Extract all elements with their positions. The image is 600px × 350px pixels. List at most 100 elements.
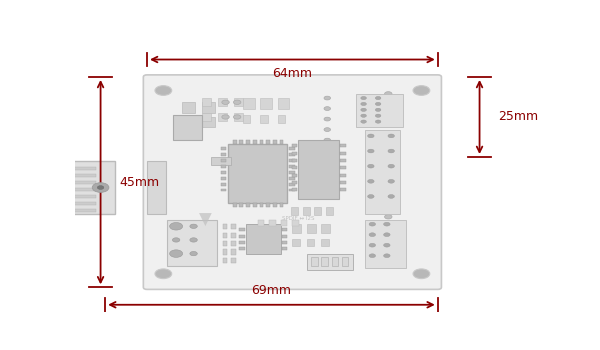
Circle shape xyxy=(155,86,172,95)
Bar xyxy=(292,224,301,233)
Circle shape xyxy=(170,223,182,230)
Circle shape xyxy=(385,146,392,150)
Bar xyxy=(298,140,339,199)
Bar xyxy=(202,117,215,127)
Bar xyxy=(289,165,295,168)
Circle shape xyxy=(385,174,392,178)
Bar xyxy=(281,229,287,231)
Circle shape xyxy=(97,186,104,189)
Circle shape xyxy=(369,254,376,258)
Bar xyxy=(289,171,295,174)
Bar xyxy=(289,153,295,156)
Bar xyxy=(314,207,322,215)
Bar xyxy=(289,183,295,186)
Bar xyxy=(340,188,346,191)
Bar xyxy=(221,183,226,186)
Text: 64mm: 64mm xyxy=(272,67,313,80)
Bar xyxy=(223,241,227,246)
Circle shape xyxy=(385,92,392,96)
Bar xyxy=(322,224,330,233)
Bar xyxy=(223,258,227,263)
Circle shape xyxy=(324,96,331,100)
Circle shape xyxy=(324,117,331,121)
Circle shape xyxy=(383,233,390,237)
Bar xyxy=(273,140,277,144)
Bar xyxy=(340,174,346,177)
Bar xyxy=(221,189,226,191)
Bar xyxy=(243,115,250,123)
Bar xyxy=(332,257,338,266)
Circle shape xyxy=(413,86,430,95)
Bar xyxy=(233,203,236,207)
Circle shape xyxy=(388,195,394,198)
Bar xyxy=(173,115,202,140)
Bar xyxy=(182,117,195,127)
Bar xyxy=(307,254,353,271)
Bar xyxy=(289,189,295,191)
Bar xyxy=(167,220,217,266)
Circle shape xyxy=(324,128,331,132)
Bar xyxy=(239,247,245,250)
Bar xyxy=(232,224,236,230)
Bar xyxy=(307,239,314,246)
Bar xyxy=(289,159,295,162)
Bar xyxy=(218,98,227,106)
Text: SPDIF ↔ I2S: SPDIF ↔ I2S xyxy=(282,216,314,222)
Circle shape xyxy=(376,114,381,117)
Bar xyxy=(273,203,277,207)
Circle shape xyxy=(368,164,374,168)
Circle shape xyxy=(369,222,376,226)
Bar xyxy=(278,98,289,108)
Circle shape xyxy=(324,159,331,163)
Circle shape xyxy=(369,243,376,247)
Circle shape xyxy=(361,108,367,111)
Circle shape xyxy=(388,164,394,168)
Bar xyxy=(292,174,297,177)
Bar xyxy=(322,239,329,246)
Bar xyxy=(211,157,232,165)
Circle shape xyxy=(92,183,109,193)
Bar xyxy=(239,140,243,144)
Circle shape xyxy=(190,224,197,229)
Bar xyxy=(340,144,346,147)
Circle shape xyxy=(155,269,172,279)
Bar xyxy=(292,181,297,184)
Circle shape xyxy=(369,233,376,237)
Circle shape xyxy=(376,120,381,123)
Bar xyxy=(229,144,287,203)
Bar xyxy=(365,220,406,268)
Bar xyxy=(239,241,245,244)
Bar xyxy=(182,102,195,113)
Bar xyxy=(280,140,283,144)
Circle shape xyxy=(385,201,392,205)
Bar xyxy=(202,102,215,113)
Circle shape xyxy=(324,149,331,153)
Bar xyxy=(202,113,211,121)
Circle shape xyxy=(324,138,331,142)
Bar xyxy=(292,166,297,169)
Bar xyxy=(281,220,287,226)
Bar xyxy=(340,159,346,162)
Circle shape xyxy=(388,180,394,183)
Circle shape xyxy=(385,119,392,123)
Bar xyxy=(233,140,236,144)
Bar xyxy=(266,203,270,207)
Circle shape xyxy=(385,187,392,192)
Circle shape xyxy=(361,114,367,117)
Bar xyxy=(365,130,400,214)
Bar xyxy=(223,233,227,238)
Bar xyxy=(269,220,275,226)
Circle shape xyxy=(324,107,331,111)
Bar xyxy=(307,224,316,233)
Circle shape xyxy=(361,120,367,123)
Bar xyxy=(202,98,211,106)
Bar xyxy=(253,203,257,207)
Bar xyxy=(239,229,245,231)
Circle shape xyxy=(190,251,197,256)
Circle shape xyxy=(233,115,241,119)
Bar xyxy=(221,177,226,180)
Bar xyxy=(340,166,346,169)
Bar xyxy=(232,258,236,263)
Bar xyxy=(278,115,285,123)
Circle shape xyxy=(170,250,182,257)
